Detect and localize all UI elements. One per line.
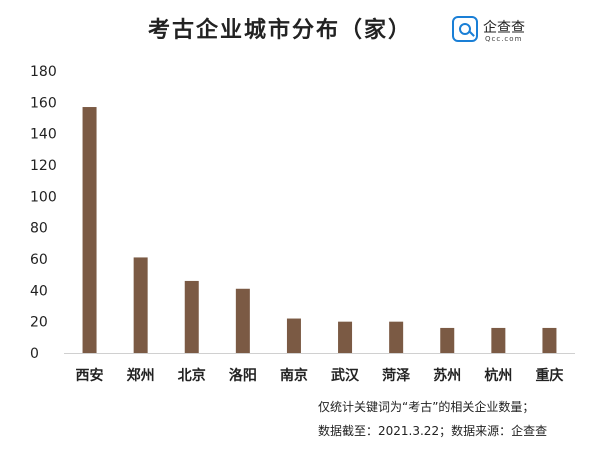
x-tick-label: 洛阳 (229, 367, 257, 384)
footnote-scope: 仅统计关键词为“考古”的相关企业数量； (318, 400, 535, 414)
y-tick-label: 120 (30, 158, 57, 174)
y-tick-label: 20 (30, 315, 48, 331)
x-tick-label: 北京 (178, 367, 206, 384)
x-tick-label: 郑州 (127, 367, 155, 384)
x-tick-label: 菏泽 (382, 367, 410, 384)
bar (440, 327, 455, 353)
y-tick-label: 160 (30, 95, 57, 111)
x-tick-label: 武汉 (331, 367, 360, 384)
y-tick-label: 100 (30, 189, 57, 205)
y-tick-label: 0 (30, 346, 39, 362)
bar (491, 327, 506, 353)
y-tick-label: 60 (30, 252, 48, 268)
brand-logo: 企查查 Qcc.com (452, 16, 562, 46)
bar (82, 107, 97, 354)
chart-title: 考古企业城市分布（家） (147, 18, 412, 43)
x-tick-label: 南京 (280, 367, 308, 384)
brand-name: 企查查 (483, 20, 525, 36)
y-tick-label: 80 (30, 221, 48, 237)
y-tick-label: 40 (30, 283, 48, 299)
magnifier-icon (452, 16, 478, 42)
y-tick-label: 180 (30, 64, 57, 80)
brand-domain: Qcc.com (485, 35, 523, 43)
bar (389, 321, 404, 353)
bar (542, 327, 557, 353)
bar (338, 321, 353, 353)
bar (133, 257, 148, 353)
footnote-source: 数据截至：2021.3.22；数据来源：企查查 (318, 424, 548, 438)
bar (235, 288, 250, 353)
x-tick-label: 苏州 (433, 367, 461, 384)
bar (184, 280, 199, 353)
x-tick-label: 杭州 (484, 367, 512, 384)
y-tick-label: 140 (30, 127, 57, 143)
x-tick-label: 重庆 (535, 367, 563, 384)
x-tick-label: 西安 (76, 367, 104, 384)
bar (286, 318, 301, 353)
